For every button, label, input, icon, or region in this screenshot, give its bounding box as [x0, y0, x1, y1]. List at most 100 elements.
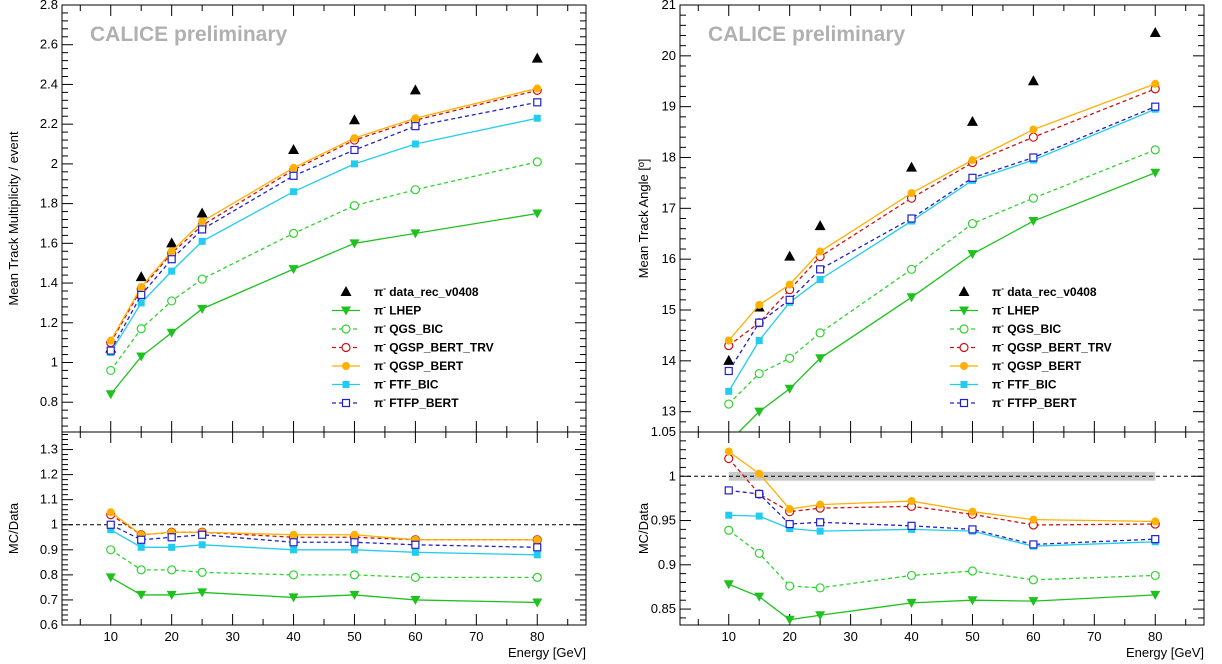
- marker-qgsp_bert: [1151, 517, 1160, 526]
- marker-data: [196, 207, 208, 218]
- series-line-lhep: [110, 212, 538, 395]
- marker-qgsp_bert: [533, 535, 542, 544]
- marker-qgsp_bert: [167, 247, 176, 256]
- marker-ftf_bic: [960, 381, 968, 388]
- marker-lhep: [349, 239, 360, 249]
- marker-qgsp_bert: [724, 336, 733, 345]
- marker-ftf_bic: [786, 525, 794, 532]
- legend-label-lhep: π- LHEP: [374, 303, 421, 318]
- y-tick-label: 0.7: [40, 592, 58, 607]
- marker-lhep: [1028, 217, 1039, 227]
- series-line-qgs_bic: [110, 549, 538, 579]
- marker-lhep: [197, 588, 208, 598]
- series-qgsp_bert: [724, 79, 1160, 345]
- marker-ftf_bic: [342, 381, 350, 388]
- marker-qgs_bic: [106, 365, 116, 376]
- series-line-qgsp_bert_trv: [728, 458, 1156, 526]
- y-tick-label: 1: [669, 468, 676, 483]
- plot-area: [723, 26, 1161, 432]
- series-line-qgs_bic: [728, 529, 1156, 589]
- legend-label-ftfp_bert: π- FTFP_BERT: [992, 395, 1077, 410]
- marker-qgs_bic: [815, 328, 825, 338]
- marker-ftfp_bert: [411, 540, 420, 549]
- marker-ftfp_bert: [816, 518, 825, 527]
- marker-ftf_bic: [816, 527, 824, 535]
- series-line-lhep: [728, 583, 1156, 621]
- marker-qgsp_bert: [106, 336, 115, 345]
- marker-ftfp_bert: [198, 530, 207, 539]
- marker-ftf_bic: [755, 337, 763, 344]
- legend: π- data_rec_v0408 π- LHEP π- QGS_BIC π- QGS…: [950, 284, 1112, 410]
- marker-qgsp_bert: [289, 163, 298, 172]
- marker-ftfp_bert: [1029, 153, 1038, 162]
- y-tick-label: 1.8: [40, 196, 58, 211]
- marker-qgs_bic: [197, 567, 207, 577]
- legend-entry-qgsp_bert: π- QGSP_BERT: [332, 358, 464, 373]
- marker-qgsp_bert: [968, 507, 977, 516]
- marker-ftfp_bert: [907, 521, 916, 530]
- legend-entry-lhep: π- LHEP: [332, 303, 421, 318]
- marker-qgsp_bert: [816, 500, 825, 509]
- marker-data: [723, 354, 735, 365]
- marker-lhep: [1150, 168, 1161, 178]
- marker-data: [1027, 75, 1039, 86]
- marker-data: [814, 220, 826, 231]
- marker-ftf_bic: [168, 543, 176, 551]
- y-axis-label: MC/Data: [6, 502, 21, 554]
- marker-ftf_bic: [411, 140, 419, 148]
- x-tick-label: 70: [1087, 629, 1101, 644]
- y-axis-label: Mean Track Multiplicity / event: [6, 131, 21, 306]
- series-line-qgsp_bert_trv: [728, 88, 1156, 347]
- marker-qgs_bic: [959, 324, 969, 334]
- marker-ftf_bic: [137, 299, 145, 307]
- legend-entry-lhep: π- LHEP: [950, 303, 1039, 318]
- x-tick-label: 30: [225, 629, 239, 644]
- x-axis-label: Energy [GeV]: [508, 645, 586, 660]
- y-tick-label: 2.4: [40, 76, 58, 91]
- marker-ftfp_bert: [106, 520, 115, 529]
- marker-qgsp_bert: [755, 469, 764, 478]
- legend-label-lhep: π- LHEP: [992, 303, 1039, 318]
- marker-qgsp_bert: [907, 189, 916, 198]
- y-tick-label: 2: [51, 156, 58, 171]
- marker-lhep: [906, 293, 917, 303]
- marker-ftfp_bert: [289, 171, 298, 180]
- marker-ftf_bic: [350, 160, 358, 168]
- marker-ftfp_bert: [411, 122, 420, 131]
- marker-qgsp_bert: [785, 280, 794, 289]
- marker-qgs_bic: [532, 572, 542, 582]
- series-line-ftfp_bert: [728, 106, 1156, 372]
- y-tick-label: 2.2: [40, 116, 58, 131]
- marker-lhep: [815, 611, 826, 621]
- marker-qgsp_bert: [342, 362, 350, 370]
- x-tick-label: 80: [530, 629, 544, 644]
- marker-ftf_bic: [290, 546, 298, 554]
- right-top-panel: 13 14 15 16 17 18 19 20 21 Mean Track Angle [º] CA…: [636, 0, 1205, 433]
- y-tick-label: 1.6: [40, 235, 58, 250]
- y-tick-label: 2.6: [40, 37, 58, 52]
- y-tick-label: 0.8: [40, 394, 58, 409]
- series-data: [105, 52, 543, 353]
- marker-ftf_bic: [755, 512, 763, 520]
- series-ftfp_bert: [106, 98, 542, 355]
- marker-lhep: [754, 407, 765, 417]
- marker-ftfp_bert: [968, 173, 977, 182]
- marker-ftf_bic: [725, 511, 733, 519]
- marker-lhep: [105, 390, 116, 400]
- left-top-panel: 0.8 1 1.2 1.4 1.6 1.8 2 2.2 2.4 2.6 2.8 Mean Track …: [6, 0, 587, 433]
- marker-qgsp_bert: [350, 134, 359, 143]
- marker-ftfp_bert: [198, 225, 207, 234]
- series-line-qgsp_bert: [728, 450, 1156, 523]
- x-tick-label: 20: [164, 629, 178, 644]
- marker-qgs_bic: [288, 570, 299, 580]
- marker-ftfp_bert: [289, 538, 298, 547]
- marker-qgs_bic: [136, 565, 146, 575]
- marker-lhep: [410, 229, 421, 239]
- y-tick-label: 1.1: [40, 492, 58, 507]
- marker-ftf_bic: [816, 276, 824, 283]
- marker-lhep: [815, 354, 826, 364]
- marker-ftf_bic: [411, 548, 419, 556]
- legend-label-qgs_bic: π- QGS_BIC: [992, 321, 1062, 336]
- marker-ftfp_bert: [341, 398, 351, 408]
- marker-qgsp_bert: [907, 497, 916, 506]
